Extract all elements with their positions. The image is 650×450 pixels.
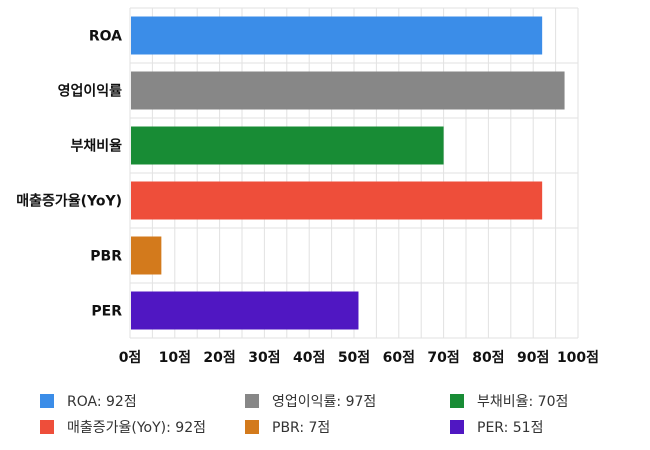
x-tick-label: 60점 [383,349,415,366]
category-label: PBR [90,249,122,265]
legend-item-roa: ROA: 92점 [40,390,137,412]
chart-bars [131,16,565,330]
x-tick-label: 40점 [293,349,325,366]
legend-item-operating-margin: 영업이익률: 97점 [245,390,376,412]
x-tick-label: 90점 [517,349,549,366]
legend-label: PBR: 7점 [272,420,331,436]
x-tick-label: 50점 [338,349,370,366]
legend-label: 부채비율: 70점 [477,394,569,410]
chart-grid [129,7,579,339]
legend-item-revenue-growth: 매출증가율(YoY): 92점 [40,416,206,438]
x-tick-label: 100점 [557,349,599,366]
x-tick-label: 30점 [248,349,280,366]
bar-3 [131,181,543,220]
legend-swatch [40,420,54,434]
legend-item-pbr: PBR: 7점 [245,416,330,438]
legend-swatch [245,394,259,408]
legend-label: PER: 51점 [477,420,544,436]
chart-legend: ROA: 92점 영업이익률: 97점 부채비율: 70점 매출증가율(YoY)… [40,388,640,442]
x-tick-label: 20점 [203,349,235,366]
bar-4 [131,236,162,275]
x-tick-label: 10점 [159,349,191,366]
legend-label: 매출증가율(YoY): 92점 [67,420,206,436]
x-tick-label: 80점 [472,349,504,366]
legend-label: 영업이익률: 97점 [272,394,377,410]
x-tick-label: 70점 [427,349,459,366]
legend-item-per: PER: 51점 [450,416,543,438]
category-label: 영업이익률 [58,83,123,100]
bar-1 [131,71,565,110]
legend-swatch [450,420,464,434]
legend-swatch [450,394,464,408]
legend-swatch [245,420,259,434]
category-label: 부채비율 [70,138,122,155]
legend-item-debt-ratio: 부채비율: 70점 [450,390,568,412]
category-label: 매출증가율(YoY) [16,193,122,210]
category-label: PER [91,304,122,320]
category-label: ROA [89,29,122,45]
legend-swatch [40,394,54,408]
legend-label: ROA: 92점 [67,394,137,410]
bar-0 [131,16,543,55]
bar-5 [131,291,359,330]
x-tick-label: 0점 [119,349,142,366]
bar-2 [131,126,444,165]
x-axis-tick-labels: 0점 10점 20점 30점 40점 50점 60점 70점 80점 90점 100점 [119,349,599,366]
